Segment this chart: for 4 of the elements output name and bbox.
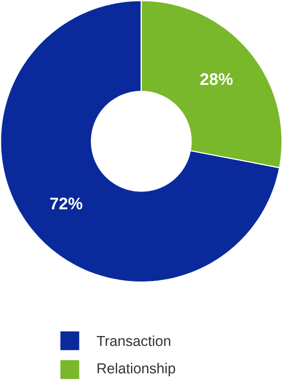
legend-label: Relationship bbox=[98, 362, 176, 376]
legend-label: Transaction bbox=[96, 335, 170, 346]
data-label: 28% bbox=[200, 73, 233, 86]
data-label: 72% bbox=[50, 198, 83, 210]
